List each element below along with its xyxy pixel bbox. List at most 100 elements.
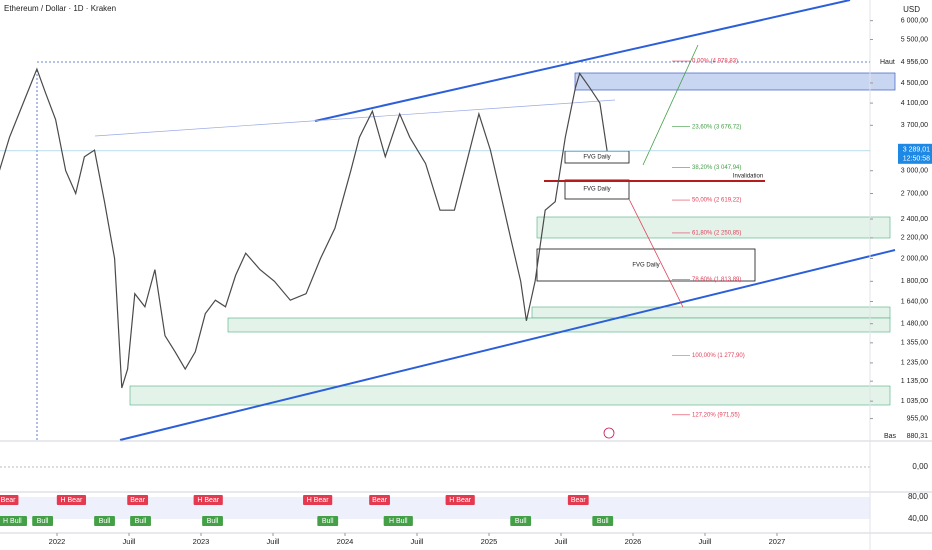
chart-title: Ethereum / Dollar · 1D · Kraken [4, 4, 116, 13]
y-tick-label: 4 100,00 [901, 100, 928, 107]
bull-signal [94, 516, 115, 526]
y-tick-label: 1 480,00 [901, 321, 928, 328]
y-tick-label: 1 135,00 [901, 378, 928, 385]
signal-label: Bull [99, 518, 111, 525]
bear-signal [369, 495, 390, 505]
bear-signal [445, 495, 475, 505]
x-tick-label: Juill [699, 537, 712, 546]
fib-label: 0,00% (4 978,83) [692, 59, 738, 65]
signal-label: Bull [37, 518, 49, 525]
y-tick-label: 3 700,00 [901, 122, 928, 129]
y-tick-label: 2 700,00 [901, 190, 928, 197]
fvg-label: FVG Daily [583, 155, 610, 161]
low-value: 880,31 [907, 433, 929, 440]
fib-label: 127,20% (971,55) [692, 412, 740, 418]
signal-label: Bear [130, 497, 145, 504]
bull-signal [317, 516, 339, 526]
fib-label: 38,20% (3 047,94) [692, 165, 741, 171]
y-tick-label: 955,00 [907, 415, 929, 422]
signal-label: Bull [322, 518, 334, 525]
signal-label: Bear [372, 497, 387, 504]
bull-signal [0, 516, 27, 526]
x-tick-label: 2025 [481, 537, 498, 546]
supply-zone [574, 72, 896, 91]
fib-label: 100,00% (1 277,90) [692, 353, 745, 359]
y-tick-label: 3 000,00 [901, 168, 928, 175]
y-tick-label: 6 000,00 [901, 17, 928, 24]
alert-icon[interactable] [603, 427, 615, 439]
demand-zone [531, 306, 891, 319]
x-tick-label: 2026 [625, 537, 642, 546]
y-tick-label: 1 355,00 [901, 340, 928, 347]
last-price-tag [898, 143, 932, 164]
y-tick-label: 2 200,00 [901, 235, 928, 242]
y-tick-label: 1 035,00 [901, 398, 928, 405]
y-tick-label: 2 400,00 [901, 216, 928, 223]
price-line [0, 67, 608, 389]
currency: USD [903, 5, 920, 14]
x-tick-label: Juill [555, 537, 568, 546]
channel-upper [314, 0, 851, 122]
bull-signal [130, 516, 151, 526]
bull-signal [32, 516, 54, 526]
demand-zone [536, 216, 891, 239]
signal-label: H Bull [3, 518, 22, 525]
signal-label: Bear [571, 497, 586, 504]
trend-line [94, 99, 616, 137]
x-tick-label: 2027 [769, 537, 786, 546]
signal-label: Bull [207, 518, 219, 525]
fib-label: 23,60% (3 676,72) [692, 124, 741, 130]
signal-label: Bull [597, 518, 609, 525]
signal-label: Bear [1, 497, 16, 504]
bear-signal [567, 495, 589, 505]
bull-signal [383, 516, 413, 526]
rsi-label: 40,00 [908, 514, 929, 523]
high-value: 4 956,00 [901, 59, 928, 66]
signal-label: H Bear [197, 497, 219, 504]
x-tick-label: 2022 [49, 537, 66, 546]
x-tick-label: Juill [411, 537, 424, 546]
last-price: 3 289,01 [903, 147, 930, 154]
signal-label: H Bull [389, 518, 408, 525]
bear-signal [303, 495, 333, 505]
bear-signal [127, 495, 149, 505]
demand-zone [227, 317, 891, 333]
y-tick-label: 1 640,00 [901, 298, 928, 305]
y-tick-label: 5 500,00 [901, 36, 928, 43]
bull-signal [510, 516, 532, 526]
fvg-label: FVG Daily [583, 187, 610, 193]
bear-projection [628, 198, 684, 308]
bull-signal [202, 516, 223, 526]
countdown: 12:50:58 [903, 156, 930, 163]
channel-lower [119, 249, 896, 441]
signal-label: H Bear [449, 497, 471, 504]
signal-label: Bull [515, 518, 527, 525]
y-tick-label: 4 500,00 [901, 80, 928, 87]
x-tick-label: 2023 [193, 537, 210, 546]
y-tick-label: 1 235,00 [901, 360, 928, 367]
y-tick-label: 1 800,00 [901, 278, 928, 285]
x-tick-label: Juill [123, 537, 136, 546]
oscillator-zero-label: 0,00 [912, 462, 928, 471]
signal-label: H Bear [307, 497, 329, 504]
bull-signal [592, 516, 614, 526]
demand-zone [129, 385, 891, 406]
fvg-label: FVG Daily [632, 263, 659, 269]
x-tick-label: Juill [267, 537, 280, 546]
invalidation-label: Invalidation [733, 174, 763, 180]
high-tag [877, 57, 897, 68]
bear-signal [193, 495, 223, 505]
x-tick-label: 2024 [337, 537, 354, 546]
rsi-label: 80,00 [908, 492, 929, 501]
bull-projection [642, 44, 699, 166]
low-label: Bas [884, 433, 897, 440]
y-tick-label: 2 000,00 [901, 255, 928, 262]
fib-label: 61,80% (2 250,85) [692, 231, 741, 237]
bear-signal [56, 495, 87, 505]
bear-signal [0, 495, 19, 505]
fib-label: 50,00% (2 619,22) [692, 198, 741, 204]
fib-label: 78,60% (1 813,89) [692, 277, 741, 283]
signal-label: H Bear [61, 497, 83, 504]
high-label: Haut [880, 59, 895, 66]
